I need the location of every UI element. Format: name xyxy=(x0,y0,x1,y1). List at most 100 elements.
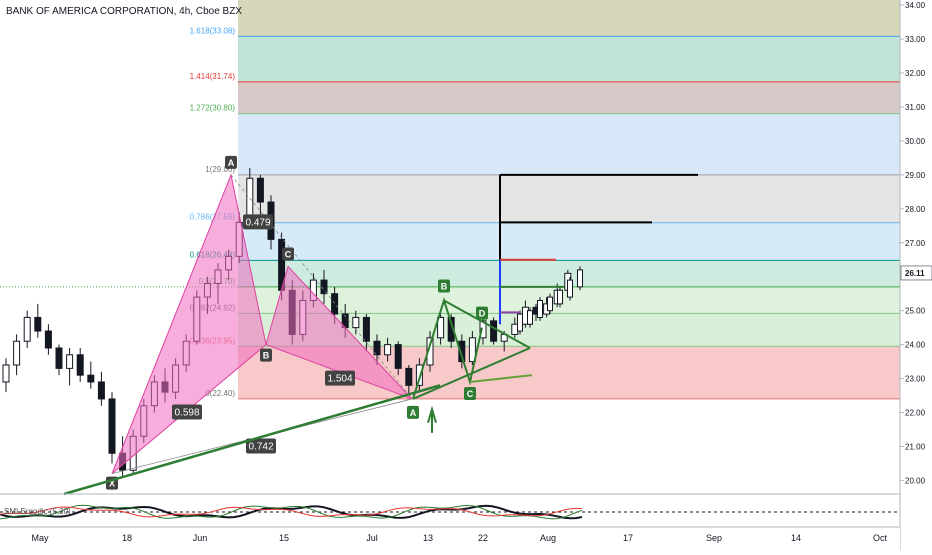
triangle-lower xyxy=(412,347,531,400)
candle-body xyxy=(537,299,543,318)
ratio-label: 0.479 xyxy=(245,217,270,228)
time-tick-label: 15 xyxy=(279,533,289,543)
point-label-a: A xyxy=(228,158,235,168)
candle-body xyxy=(331,293,339,315)
fib-zone-1.414 xyxy=(238,36,900,82)
price-tick-label: 25.00 xyxy=(905,307,926,316)
time-tick-label: 22 xyxy=(478,533,488,543)
time-tick-label: May xyxy=(31,533,49,543)
osc-line-red xyxy=(0,506,583,518)
point-label-c: C xyxy=(285,250,292,260)
fib-zones: 0(22.40)0.236(23.95)0.382(24.92)0.5(25.7… xyxy=(190,0,900,400)
last-price-bg xyxy=(900,265,932,281)
price-tick-label: 22.00 xyxy=(905,409,926,418)
candle-body xyxy=(415,364,423,386)
point-label-a-bg xyxy=(225,155,237,169)
triangle-label-d-bg xyxy=(476,306,488,320)
fib-zone-1 xyxy=(238,113,900,175)
candle-body xyxy=(373,340,381,356)
candle-body xyxy=(66,354,74,369)
candle-body xyxy=(511,323,519,335)
price-tick-label: 23.00 xyxy=(905,375,926,384)
ratio-label-bg xyxy=(172,404,202,420)
point-label-x: X xyxy=(109,479,115,489)
candle-body xyxy=(384,344,392,356)
price-tick-label: 30.00 xyxy=(905,137,926,146)
candle-body xyxy=(577,269,583,288)
harmonic-pattern: X A B C 0.479 1.504 0.598 0.742 xyxy=(106,155,413,490)
fib-label-1.272: 1.272(30.80) xyxy=(190,104,236,113)
fib-label-0.786: 0.786(27.59) xyxy=(190,213,236,222)
triangle-label-c: C xyxy=(467,389,474,399)
extra-lines xyxy=(499,173,698,325)
time-axis[interactable]: May 18 Jun 15 Jul 13 22 Aug 17 Sep 14 Oct xyxy=(0,526,900,550)
fib-zone-1.272 xyxy=(238,81,900,114)
fib-label-1: 1(29.00) xyxy=(205,165,235,174)
price-axis[interactable]: 20.0021.0022.0023.0024.0025.0026.0027.00… xyxy=(899,0,932,550)
triangle-label-c-bg xyxy=(464,386,476,400)
time-tick-label: Jul xyxy=(366,533,378,543)
point-label-b-bg xyxy=(260,348,272,362)
triangle-label-a-bg xyxy=(407,405,419,419)
fib-label-0: 0(22.40) xyxy=(205,389,235,398)
candle-body xyxy=(44,330,52,349)
time-tick-label: 14 xyxy=(791,533,801,543)
price-tick-label: 33.00 xyxy=(905,35,926,44)
time-tick-label: Oct xyxy=(873,533,888,543)
candle-body xyxy=(437,316,445,339)
candle-body xyxy=(490,320,498,342)
triangle-label-b: B xyxy=(441,281,448,291)
candle-body xyxy=(23,316,31,342)
candle-body xyxy=(2,364,10,383)
ratio-label-bg xyxy=(243,214,273,230)
last-price-label: 26.11 xyxy=(905,269,925,278)
candle-body xyxy=(34,316,42,332)
candle-body xyxy=(320,279,328,295)
harmonic-ad-dash xyxy=(230,174,413,400)
ratio-label: 0.598 xyxy=(174,408,199,419)
ratio-label-bg xyxy=(246,438,276,454)
triangle-label-d: D xyxy=(479,309,486,319)
oscillator-panel: SMI Ergodic (5,20) xyxy=(0,493,900,520)
candle-body xyxy=(547,296,553,312)
time-axis-bg xyxy=(0,527,900,550)
candle-body xyxy=(362,316,370,342)
candle-body xyxy=(527,310,533,325)
oscillator-label: SMI Ergodic (5,20) xyxy=(4,507,71,516)
candle-body xyxy=(352,316,360,329)
price-tick-label: 27.00 xyxy=(905,239,926,248)
price-tick-label: 29.00 xyxy=(905,171,926,180)
triangle-zigzag xyxy=(412,297,483,400)
fib-zone-0.786 xyxy=(238,174,900,223)
triangle-label-b-bg xyxy=(438,279,450,293)
price-tick-label: 21.00 xyxy=(905,442,926,451)
time-tick-label: Sep xyxy=(706,533,722,543)
candle-body xyxy=(55,347,63,369)
candle-body xyxy=(87,374,95,383)
price-tick-label: 32.00 xyxy=(905,69,926,78)
triangle-upper xyxy=(443,299,531,349)
candle-body xyxy=(76,354,84,376)
support-line xyxy=(469,374,533,383)
price-tick-label: 24.00 xyxy=(905,341,926,350)
candle-body xyxy=(468,337,476,363)
point-label-b: B xyxy=(263,351,270,361)
candle-body xyxy=(458,340,466,363)
fib-zone-1.618 xyxy=(238,0,900,37)
ratio-label: 0.742 xyxy=(248,441,273,452)
candle-body xyxy=(256,177,264,203)
candle-body xyxy=(557,289,563,305)
candle-body xyxy=(567,279,573,298)
time-tick-label: 18 xyxy=(122,533,132,543)
time-tick-label: Aug xyxy=(540,533,556,543)
price-tick-label: 20.00 xyxy=(905,476,926,485)
time-tick-label: 13 xyxy=(423,533,433,543)
price-tick-label: 28.00 xyxy=(905,205,926,214)
candle-body xyxy=(394,344,402,369)
time-tick-label: 17 xyxy=(623,533,633,543)
candle-body xyxy=(405,367,413,386)
ratio-label-bg xyxy=(325,370,355,386)
fib-zone-0.618 xyxy=(238,222,900,261)
